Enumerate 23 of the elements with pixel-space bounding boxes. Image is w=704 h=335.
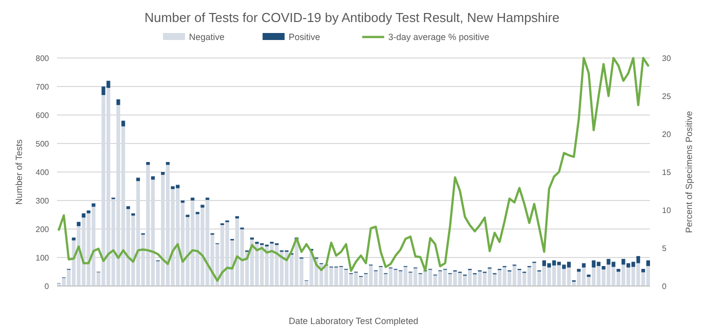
y2-tick-label: 10 — [662, 206, 672, 215]
y-tick-label: 500 — [36, 139, 50, 148]
y-tick-label: 300 — [36, 196, 50, 206]
y2-tick-label: 20 — [662, 130, 672, 139]
legend-label: Positive — [288, 32, 320, 42]
y-tick-label: 600 — [36, 110, 50, 120]
y2-axis-title: Percent of Specimens Positive — [684, 110, 694, 234]
y2-tick-label: 5 — [662, 244, 667, 253]
y-axis-title: Number of Tests — [14, 138, 24, 205]
y2-tick-label: 15 — [662, 168, 672, 177]
y2-tick-label: 25 — [662, 92, 672, 101]
y2-tick-label: 30 — [662, 54, 672, 63]
y-tick-label: 700 — [36, 82, 50, 92]
y-tick-label: 800 — [36, 54, 50, 63]
legend-label: 3-day average % positive — [388, 32, 490, 42]
y-tick-label: 0 — [44, 282, 50, 291]
legend-label: Negative — [189, 32, 225, 42]
y-tick-label: 200 — [36, 224, 50, 234]
y-tick-label: 400 — [36, 168, 50, 177]
y2-tick-label: 0 — [662, 282, 667, 291]
chart-title: Number of Tests for COVID-19 by Antibody Test Result, New Hampshire — [144, 10, 560, 25]
y-tick-label: 100 — [36, 253, 50, 262]
x-axis-title: Date Laboratory Test Completed — [288, 316, 418, 326]
